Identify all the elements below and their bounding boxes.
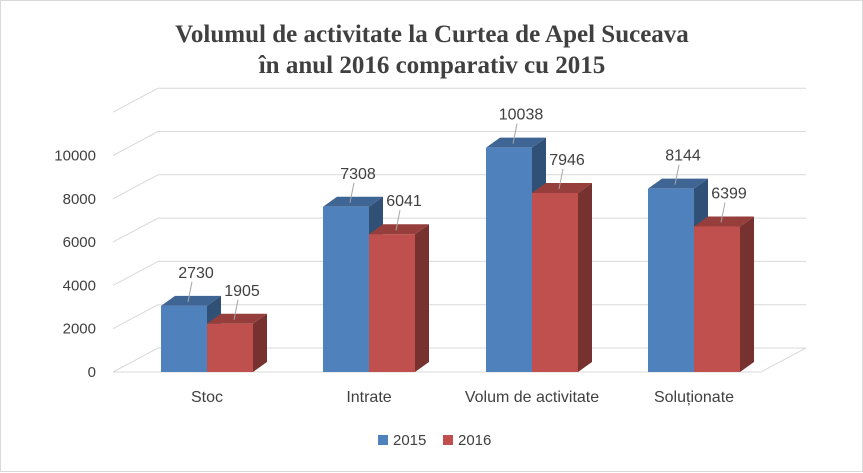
bar-top-face: [323, 196, 383, 207]
data-labels: 2730 1905 7308 6041 10038 7946 8144 6399: [178, 107, 747, 320]
bar-2016-3: [694, 216, 754, 372]
bar-2016-2: [532, 182, 592, 372]
bar-front-face: [323, 206, 369, 372]
data-label-leader: [187, 281, 193, 302]
gridline-depth: [112, 131, 159, 156]
bar-top-face: [369, 224, 429, 235]
y-tick-label: 0: [88, 364, 96, 381]
bar-2016-1: [369, 224, 429, 372]
bar-top-face: [486, 137, 546, 148]
gridline-depth: [112, 304, 159, 330]
data-label: 7308: [340, 166, 376, 183]
chart-bars: [161, 137, 754, 372]
data-label-leader: [720, 202, 726, 223]
gridline-depth: [112, 87, 159, 113]
bar-front-face: [486, 147, 532, 372]
gridline-depth: [112, 174, 159, 200]
chart-title-line: în anul 2016 comparativ cu 2015: [258, 52, 606, 79]
legend-label: 2016: [458, 432, 491, 449]
bar-front-face: [207, 323, 253, 372]
legend-item-2016: 2016: [443, 432, 491, 449]
bar-front-face: [532, 192, 578, 372]
y-tick-label: 8000: [63, 191, 96, 208]
bar-front-face: [369, 234, 415, 372]
x-axis-category-labels: Stoc Intrate Volum de activitate Soluționat…: [191, 389, 734, 406]
gridline-depth: [112, 217, 159, 243]
gridline-depth: [112, 347, 159, 373]
data-label: 6041: [386, 193, 422, 210]
bar-side-face: [740, 216, 754, 372]
x-category-label: Stoc: [191, 389, 223, 406]
bar-side-face: [253, 313, 267, 372]
chart-title: Volumul de activitate la Curtea de Apel …: [175, 21, 689, 79]
floor-right-edge: [760, 347, 807, 373]
data-label-leader: [674, 164, 680, 185]
gridline-depth: [112, 260, 159, 286]
bar-side-face: [578, 182, 592, 372]
bar-2016-0: [207, 313, 267, 372]
data-label: 6399: [711, 185, 747, 202]
bar-front-face: [694, 226, 740, 372]
data-label-leader: [349, 182, 355, 203]
data-label: 2730: [178, 265, 214, 282]
chart-title-line: Volumul de activitate la Curtea de Apel …: [175, 21, 689, 48]
y-tick-label: 2000: [63, 321, 96, 338]
data-label: 10038: [499, 107, 544, 124]
legend-swatch: [443, 435, 453, 445]
y-tick-label: 6000: [63, 234, 96, 251]
bar-front-face: [648, 188, 694, 372]
y-tick-label: 4000: [63, 277, 96, 294]
chart-legend: 2015 2016: [378, 432, 491, 449]
legend-label: 2015: [393, 432, 426, 449]
bar-top-face: [207, 313, 267, 324]
data-label: 8144: [665, 148, 701, 165]
y-axis-tick-labels: 0 2000 4000 6000 8000 10000: [54, 148, 96, 382]
data-label-leader: [558, 168, 564, 190]
legend-swatch: [378, 435, 388, 445]
bar-top-face: [648, 178, 708, 189]
legend-item-2015: 2015: [378, 432, 426, 449]
bar-top-face: [532, 182, 592, 193]
data-label-leader: [395, 210, 401, 231]
data-label: 7946: [549, 152, 585, 169]
bar-top-face: [161, 295, 221, 306]
x-category-label: Soluționate: [654, 389, 734, 406]
x-category-label: Intrate: [346, 389, 391, 406]
x-category-label: Volum de activitate: [465, 389, 599, 406]
data-label-leader: [233, 299, 239, 320]
y-tick-label: 10000: [54, 148, 96, 165]
bar-side-face: [415, 224, 429, 372]
data-label-leader: [512, 123, 518, 144]
bar-front-face: [161, 305, 207, 372]
bar-top-face: [694, 216, 754, 227]
data-label: 1905: [224, 283, 260, 300]
